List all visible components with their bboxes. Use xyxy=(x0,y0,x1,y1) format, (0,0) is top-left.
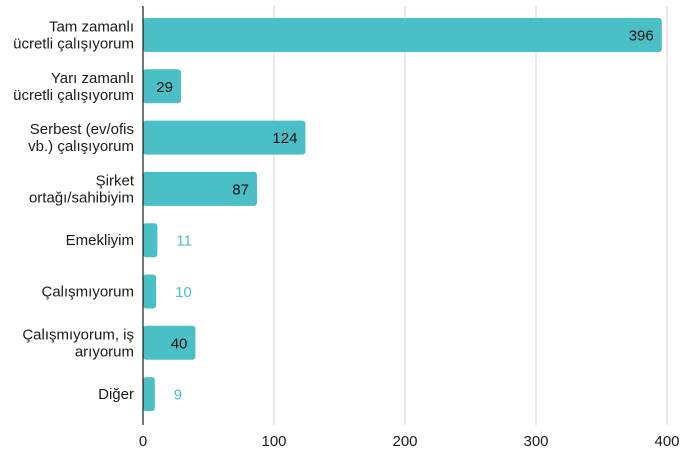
category-label-3: Şirket ortağı/sahibiyim xyxy=(29,172,135,206)
x-tick-label-400: 400 xyxy=(654,433,679,450)
bar-5 xyxy=(143,274,157,309)
bar-2 xyxy=(143,120,306,155)
x-tick-label-200: 200 xyxy=(392,433,417,450)
value-label-0: 396 xyxy=(629,28,654,45)
bar-1 xyxy=(143,69,181,104)
category-label-6: Çalışmıyorum, iş arıyorum xyxy=(22,326,134,360)
value-label-2: 124 xyxy=(272,130,297,147)
value-label-1: 29 xyxy=(156,79,173,96)
x-tick-label-300: 300 xyxy=(523,433,548,450)
bar-0 xyxy=(143,18,662,52)
category-label-5: Çalışmıyorum xyxy=(41,284,134,301)
category-label-0: Tam zamanlı ücretli çalışıyorum xyxy=(13,19,134,53)
value-label-3: 87 xyxy=(232,181,249,198)
category-label-4: Emekliyim xyxy=(66,232,134,249)
bar-4 xyxy=(143,223,158,258)
bar-6 xyxy=(143,325,196,360)
value-label-5: 10 xyxy=(175,284,192,301)
category-label-2: Serbest (ev/ofis vb.) çalışıyorum xyxy=(28,121,134,155)
category-label-1: Yarı zamanlı ücretli çalışıyorum xyxy=(13,70,134,104)
bars xyxy=(143,18,662,412)
x-tick-labels: 0 100 200 300 400 xyxy=(139,433,680,450)
x-tick-label-100: 100 xyxy=(261,433,286,450)
category-labels: Tam zamanlı ücretli çalışıyorum Yarı zaman… xyxy=(13,19,135,404)
grid-lines xyxy=(273,6,668,425)
value-label-4: 11 xyxy=(176,233,192,250)
x-tick-label-0: 0 xyxy=(139,433,147,450)
value-label-7: 9 xyxy=(174,387,182,404)
bar-7 xyxy=(143,377,155,412)
category-label-7: Diğer xyxy=(98,386,134,403)
value-label-6: 40 xyxy=(171,335,188,352)
value-labels: 396 29 124 87 11 10 40 9 xyxy=(156,28,653,404)
bar-3 xyxy=(143,171,257,206)
